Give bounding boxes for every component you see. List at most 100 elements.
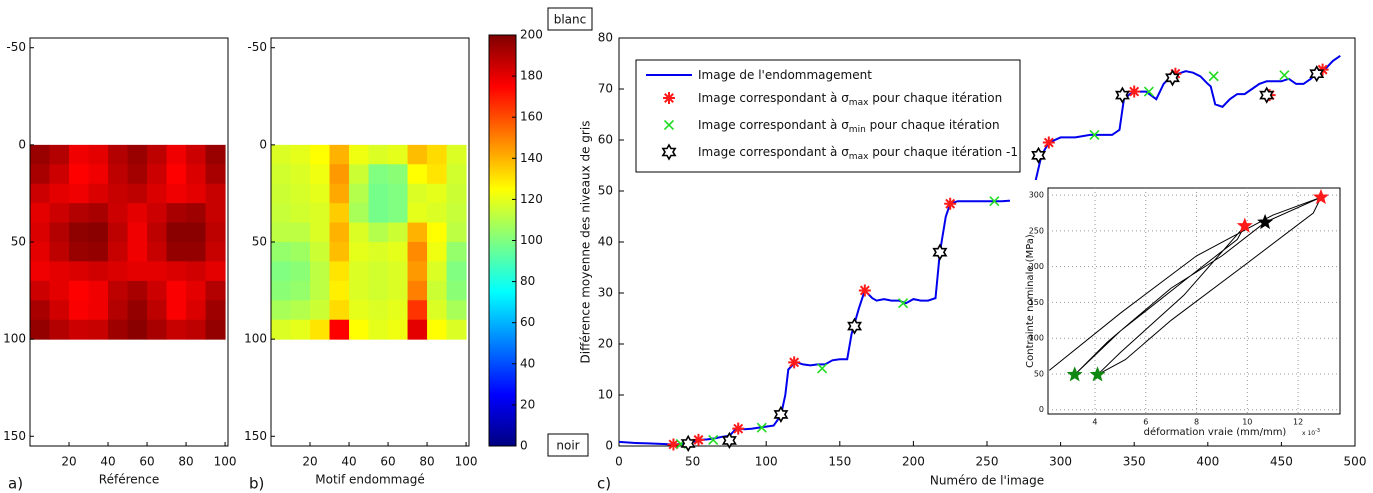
asterisk-marker: [692, 433, 705, 446]
colorbar-tick-label: 100: [520, 233, 543, 247]
heatmap-cell: [407, 300, 428, 321]
heatmap-cell: [108, 203, 129, 224]
x-marker: [1208, 71, 1219, 82]
heatmap-cell: [30, 203, 51, 224]
heatmap-cell: [310, 164, 331, 185]
heatmap-cell: [30, 222, 51, 243]
colorbar-tick-label: 40: [520, 356, 535, 370]
heatmap-cell: [49, 300, 70, 321]
heatmap-cell: [349, 183, 370, 204]
heatmap-cell: [186, 222, 207, 243]
heatmap-cell: [349, 164, 370, 185]
hexagram-marker: [847, 317, 863, 335]
heatmap-cell: [108, 319, 129, 340]
heatmap-cell: [271, 144, 292, 165]
heatmap-cell: [127, 242, 148, 262]
heatmap-cell: [388, 164, 409, 185]
y-tick-label: 50: [11, 235, 26, 249]
heatmap-cell: [147, 183, 168, 204]
data-line: [1048, 196, 1323, 376]
heatmap-cell: [30, 242, 51, 262]
inset-x-tick-label: 8: [1194, 418, 1199, 427]
x-marker: [756, 422, 767, 433]
heatmap-cell: [310, 300, 331, 321]
y-tick-label: 50: [252, 235, 267, 249]
heatmap-cell: [290, 242, 311, 262]
inset-x-tick-label: 4: [1092, 418, 1097, 427]
heatmap-cell: [329, 164, 350, 185]
heatmap-cell: [368, 183, 389, 204]
x-tick-label: 200: [902, 455, 925, 469]
heatmap-cell: [205, 203, 226, 224]
heatmap-cell: [30, 164, 51, 185]
x-tick-label: 20: [61, 455, 76, 469]
inset-x-tick-label: 6: [1143, 418, 1148, 427]
heatmap-cell: [310, 222, 331, 243]
heatmap-cell: [108, 144, 129, 165]
heatmap-cell: [69, 203, 90, 224]
asterisk-marker: [663, 92, 675, 104]
heatmap-cell: [388, 144, 409, 165]
heatmap-cell: [407, 242, 428, 262]
heatmap-cell: [310, 319, 331, 340]
heatmap-cell: [349, 203, 370, 224]
colorbar: [488, 34, 517, 447]
heatmap-cell: [290, 183, 311, 204]
heatmap-cell: [127, 144, 148, 165]
x-tick-label: 100: [455, 455, 478, 469]
hexagram-marker: [721, 431, 737, 450]
heatmap-cell: [290, 319, 311, 340]
y-tick-label: 40: [598, 235, 613, 249]
heatmap-cell: [127, 300, 148, 321]
heatmap-cell: [271, 300, 292, 321]
asterisk-marker: [944, 197, 957, 210]
heatmap-cell: [88, 319, 109, 340]
y-tick-label: 50: [598, 184, 613, 198]
x-tick-label: 150: [828, 455, 851, 469]
heatmap-cell: [186, 280, 207, 301]
inset-x-scale: x 10-3: [1302, 428, 1320, 437]
heatmap-cell: [30, 144, 51, 165]
heatmap-cell: [407, 183, 428, 204]
heatmap-cell: [368, 203, 389, 224]
heatmap-cell: [446, 203, 467, 224]
x-marker: [898, 298, 909, 309]
y-tick-label: 70: [598, 82, 613, 96]
hexagram-marker: [680, 434, 696, 453]
legend-label-part: Image de l'endommagement: [698, 68, 872, 82]
hexagram-marker: [773, 405, 789, 424]
colorbar-tick-label: 80: [520, 274, 535, 288]
heatmap-cell: [271, 164, 292, 185]
heatmap-cell: [290, 300, 311, 321]
heatmap-cell: [88, 164, 109, 185]
heatmap-cell: [49, 222, 70, 243]
heatmap-cell: [186, 261, 207, 282]
heatmap-cell: [388, 300, 409, 321]
heatmap-cell: [368, 319, 389, 340]
heatmap-cell: [205, 222, 226, 243]
x-tick-label: 100: [214, 455, 237, 469]
heatmap-cell: [368, 242, 389, 262]
star-marker: [1089, 366, 1106, 382]
x-axis-label: Référence: [99, 473, 159, 487]
x-marker: [708, 434, 719, 445]
heatmap-cell: [349, 319, 370, 340]
hexagram-marker: [1309, 65, 1325, 83]
legend-label-part: Image correspondant à σ: [698, 91, 849, 105]
heatmap-cell: [69, 300, 90, 321]
heatmap-cell: [407, 164, 428, 185]
heatmap-cell: [69, 183, 90, 204]
heatmap-cell: [368, 164, 389, 185]
heatmap-cell: [329, 144, 350, 165]
heatmap-cell: [407, 280, 428, 301]
heatmap-cell: [88, 300, 109, 321]
y-axis-label: Différence moyenne des niveaux de gris: [579, 121, 593, 364]
star-marker: [1257, 213, 1274, 230]
inset-x-scale-exp: -3: [1315, 428, 1320, 434]
heatmap-cell: [49, 144, 70, 165]
legend-label-part: pour chaque itération: [866, 118, 1000, 132]
x-axis-label: Motif endommagé: [315, 473, 424, 487]
x-tick-label: 40: [341, 455, 356, 469]
heatmap-cell: [88, 144, 109, 165]
